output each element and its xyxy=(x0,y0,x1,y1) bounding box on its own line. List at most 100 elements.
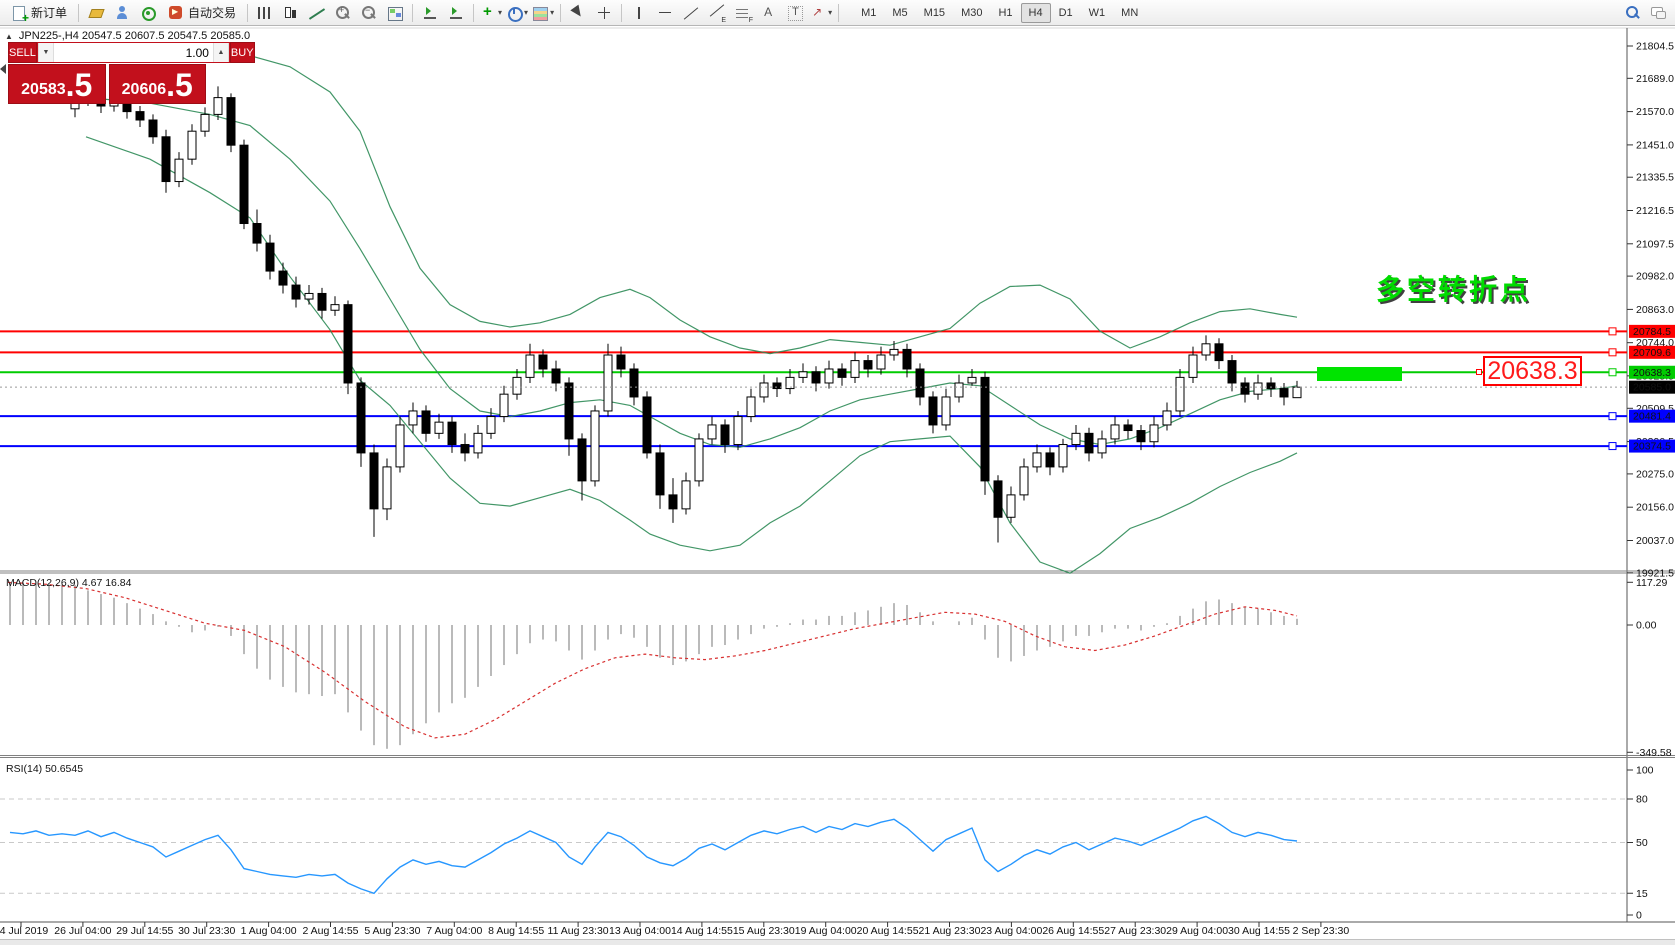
svg-text:0: 0 xyxy=(1636,910,1642,922)
new-order-icon xyxy=(11,5,29,25)
rsi-line xyxy=(9,815,1298,895)
styler-button[interactable] xyxy=(84,2,108,24)
price-tag-anchor xyxy=(1476,369,1482,375)
indicators-button[interactable]: ▾ xyxy=(479,2,503,24)
label-button[interactable] xyxy=(783,2,807,24)
svg-text:21570.0: 21570.0 xyxy=(1636,106,1674,118)
timeframe-d1[interactable]: D1 xyxy=(1058,6,1073,19)
tile-windows-button[interactable] xyxy=(383,2,407,24)
svg-text:30 Jul 23:30: 30 Jul 23:30 xyxy=(178,925,235,937)
svg-text:29 Aug 04:00: 29 Aug 04:00 xyxy=(1166,925,1228,937)
search-icon xyxy=(1624,5,1640,21)
svg-text:26 Aug 14:55: 26 Aug 14:55 xyxy=(1042,925,1104,937)
panel-collapse-arrow[interactable] xyxy=(0,64,6,74)
toolbar-separator xyxy=(838,3,840,22)
svg-text:20 Aug 14:55: 20 Aug 14:55 xyxy=(857,925,919,937)
toolbar-separator xyxy=(412,3,414,22)
chart-bars-button[interactable] xyxy=(253,2,277,24)
svg-text:20275.0: 20275.0 xyxy=(1636,468,1674,480)
svg-text:2 Sep 23:30: 2 Sep 23:30 xyxy=(1293,925,1350,937)
svg-text:11 Aug 23:30: 11 Aug 23:30 xyxy=(548,925,609,937)
vertical-line-button[interactable] xyxy=(627,2,651,24)
arrow-objects-icon xyxy=(810,5,826,21)
signals-button[interactable] xyxy=(136,2,160,24)
sell-price: 20583 xyxy=(21,81,66,98)
svg-text:0.00: 0.00 xyxy=(1636,620,1657,632)
chart-window-title: ▲ JPN225-,H4 20547.5 20607.5 20547.5 205… xyxy=(5,30,250,42)
svg-text:15 Aug 23:30: 15 Aug 23:30 xyxy=(733,925,795,937)
timeframe-m5[interactable]: M5 xyxy=(892,6,908,19)
toolbar-separator xyxy=(247,3,249,22)
svg-text:15: 15 xyxy=(1636,888,1648,900)
sell-price-tile[interactable]: 20583.5 xyxy=(8,64,106,104)
zoom-out-button[interactable] xyxy=(357,2,381,24)
level-lines[interactable]: 20784.5 20709.6 20638.3 20481.4 20374.5 xyxy=(0,324,1675,453)
timeframe-m15[interactable]: M15 xyxy=(923,6,946,19)
zoom-in-button[interactable] xyxy=(331,2,355,24)
arrows-button[interactable]: ▾ xyxy=(809,2,833,24)
new-order-label: 新订单 xyxy=(31,6,68,20)
svg-text:-349.58: -349.58 xyxy=(1636,747,1672,759)
periods-button[interactable]: ▾ xyxy=(505,2,529,24)
crosshair-button[interactable] xyxy=(592,2,616,24)
channel-button[interactable] xyxy=(705,2,729,24)
chart-shift-icon xyxy=(448,5,464,21)
svg-text:20638.3: 20638.3 xyxy=(1633,367,1671,379)
chart-candles-button[interactable] xyxy=(279,2,303,24)
svg-text:100: 100 xyxy=(1636,765,1654,777)
svg-text:2 Aug 14:55: 2 Aug 14:55 xyxy=(302,925,358,937)
chart-shift-button[interactable] xyxy=(444,2,468,24)
eraser-icon xyxy=(88,5,104,21)
rsi-pane: 100 80 50 15 0 RSI(14) 50.6545 xyxy=(0,763,1654,922)
timeframe-m1[interactable]: M1 xyxy=(861,6,877,19)
chart-line-button[interactable] xyxy=(305,2,329,24)
sell-button[interactable]: SELL xyxy=(8,42,37,63)
green-highlight-rectangle[interactable] xyxy=(1317,367,1402,381)
templates-button[interactable]: ▾ xyxy=(531,2,555,24)
buy-price-tile[interactable]: 20606.5 xyxy=(108,64,206,104)
timeframe-mn[interactable]: MN xyxy=(1121,6,1139,19)
autotrading-button[interactable]: 自动交易 xyxy=(162,2,242,24)
bollinger-bands xyxy=(85,46,1298,574)
pivot-price-tag[interactable]: 20638.3 xyxy=(1483,356,1582,386)
label-icon xyxy=(787,5,804,21)
chevron-down-icon: ▾ xyxy=(550,8,555,17)
search-button[interactable] xyxy=(1620,2,1644,24)
volume-increase-button[interactable]: ▲ xyxy=(212,43,229,62)
collapse-triangle-icon[interactable]: ▲ xyxy=(5,31,13,41)
text-button[interactable] xyxy=(757,2,781,24)
svg-text:21 Aug 23:30: 21 Aug 23:30 xyxy=(919,925,981,937)
template-icon xyxy=(532,5,549,21)
turning-point-annotation[interactable]: 多空转折点 xyxy=(1376,274,1532,305)
clock-icon xyxy=(506,5,524,22)
autotrading-label: 自动交易 xyxy=(188,6,237,20)
buy-button[interactable]: BUY xyxy=(229,42,255,63)
chat-icon xyxy=(1650,5,1666,21)
svg-text:21689.0: 21689.0 xyxy=(1636,73,1674,85)
auto-scroll-button[interactable] xyxy=(418,2,442,24)
chevron-down-icon: ▾ xyxy=(828,8,833,17)
macd-signal-line xyxy=(7,581,1298,739)
volume-decrease-button[interactable]: ▼ xyxy=(37,43,54,62)
timeframe-m30[interactable]: M30 xyxy=(961,6,983,19)
candles-chart-icon xyxy=(283,5,299,21)
new-order-button[interactable]: 新订单 xyxy=(5,2,73,25)
chevron-down-icon: ▾ xyxy=(498,8,503,17)
line-chart-icon xyxy=(309,5,325,21)
svg-text:27 Aug 23:30: 27 Aug 23:30 xyxy=(1104,925,1166,937)
cursor-button[interactable] xyxy=(566,2,590,24)
timeframe-h4[interactable]: H4 xyxy=(1020,2,1051,23)
svg-text:19 Aug 04:00: 19 Aug 04:00 xyxy=(795,925,857,937)
accounts-button[interactable] xyxy=(110,2,134,24)
volume-input[interactable] xyxy=(53,43,213,62)
current-price-line: 20585.0 xyxy=(0,380,1675,394)
horizontal-line-button[interactable] xyxy=(653,2,677,24)
trendline-button[interactable] xyxy=(679,2,703,24)
timeframe-toolbar: M1 M5 M15 M30 H1 H4 D1 W1 MN xyxy=(853,2,1146,23)
chat-button[interactable] xyxy=(1646,2,1670,24)
fibonacci-button[interactable] xyxy=(731,2,755,24)
toolbar-separator xyxy=(621,3,623,22)
timeframe-w1[interactable]: W1 xyxy=(1088,6,1106,19)
timeframe-h1[interactable]: H1 xyxy=(998,6,1013,19)
